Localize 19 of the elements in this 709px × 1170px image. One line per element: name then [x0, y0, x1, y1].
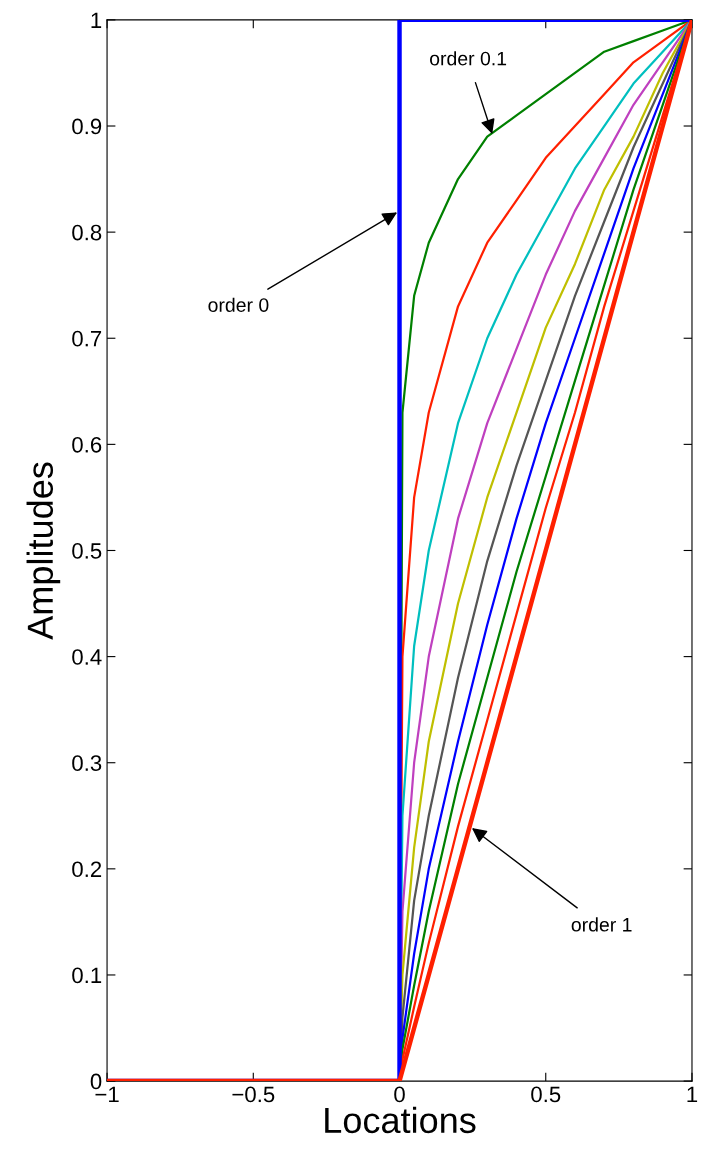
- annotation: order 0.1: [430, 51, 507, 66]
- y-tick-label: 0.9: [72, 118, 102, 135]
- y-tick-label: 0.5: [72, 543, 102, 559]
- x-tick-label: 0.5: [531, 1086, 561, 1103]
- x-tick-label: 1: [687, 1086, 698, 1103]
- y-tick-label: 0.4: [72, 649, 102, 665]
- x-tick-label: 0: [394, 1086, 405, 1103]
- y-tick-label: 0.1: [72, 967, 102, 984]
- y-tick-label: 0.7: [72, 330, 102, 347]
- y-tick-label: 1: [91, 12, 102, 28]
- y-tick-label: 0.8: [72, 224, 102, 241]
- y-axis-title: Amplitudes: [26, 462, 61, 640]
- annotation: order 0: [208, 297, 269, 312]
- x-tick-label: −0.5: [232, 1086, 275, 1103]
- y-tick-label: 0.3: [72, 755, 102, 771]
- x-axis-title: Locations: [325, 1106, 476, 1134]
- annotation: order 1: [571, 917, 632, 932]
- y-tick-label: 0.2: [72, 861, 102, 878]
- y-tick-label: 0.6: [72, 436, 102, 453]
